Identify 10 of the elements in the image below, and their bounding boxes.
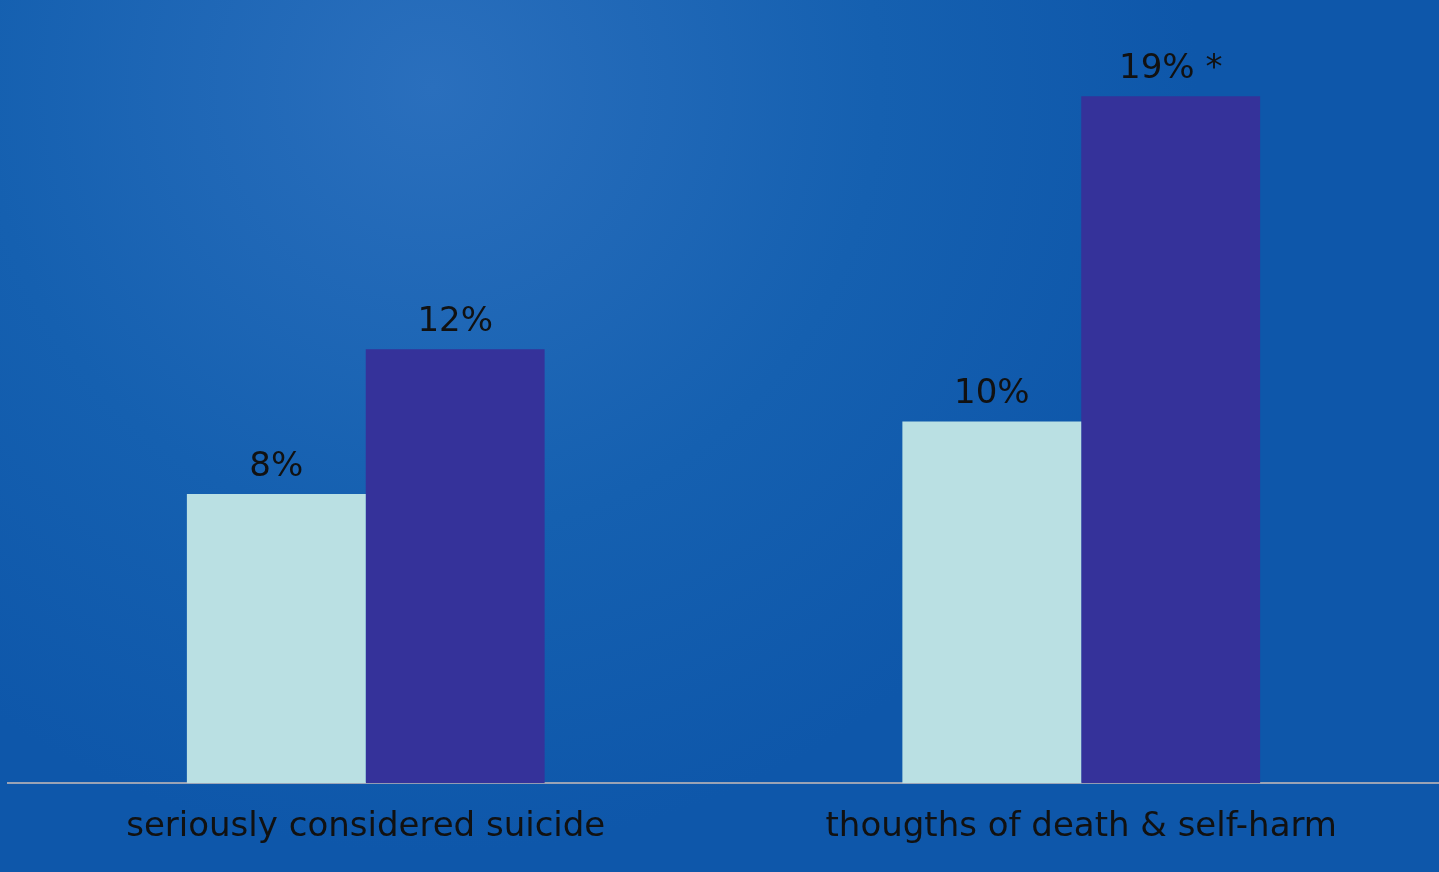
data-label: 10% [954, 371, 1030, 412]
bar [902, 421, 1082, 784]
bar [1081, 96, 1261, 784]
data-label: 19% * [1118, 45, 1223, 86]
x-tick-label: seriously considered suicide [126, 804, 606, 845]
data-label: 8% [249, 443, 304, 484]
x-tick-label: thougths of death & self-harm [825, 804, 1337, 845]
bar [365, 349, 545, 784]
data-label: 12% [417, 299, 493, 340]
bar [186, 493, 366, 784]
